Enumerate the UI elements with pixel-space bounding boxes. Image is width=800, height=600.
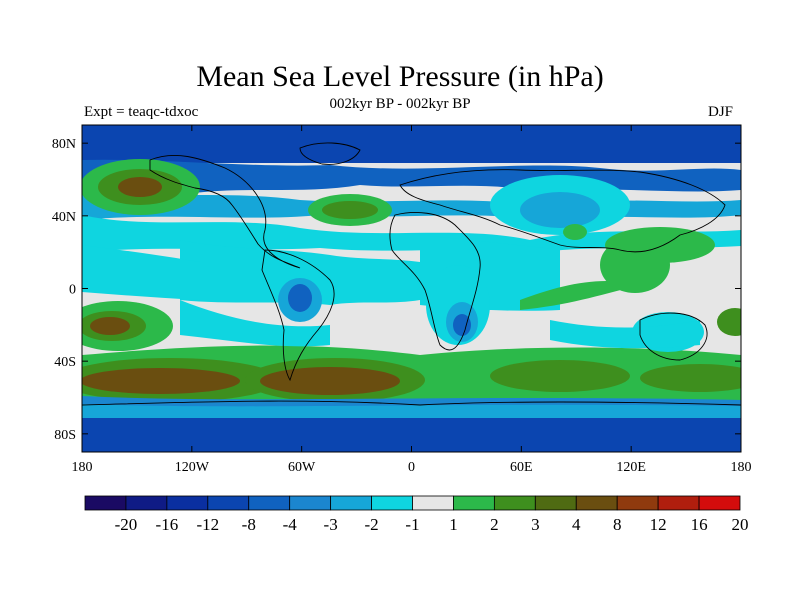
- colorbar-label: 2: [490, 515, 499, 534]
- colorbar-label: 1: [449, 515, 458, 534]
- y-tick-label: 40S: [54, 355, 76, 370]
- y-tick-label: 40N: [52, 210, 76, 225]
- continent-outlines: [82, 142, 741, 406]
- colorbar-label: -8: [242, 515, 256, 534]
- colorbar-label: 8: [613, 515, 622, 534]
- colorbar-swatch: [412, 495, 454, 511]
- x-tick-label: 60W: [288, 460, 316, 475]
- colorbar-swatch: [698, 495, 741, 511]
- colorbar-swatch: [493, 495, 536, 511]
- colorbar-label: -3: [324, 515, 338, 534]
- colorbar-swatch: [125, 495, 168, 511]
- colorbar-swatch: [207, 495, 250, 511]
- colorbar-swatch: [289, 495, 332, 511]
- colorbar-label: 20: [732, 515, 749, 534]
- x-tick-label: 180: [731, 460, 752, 475]
- colorbar-swatch: [166, 495, 209, 511]
- latitude-axis: 80N 40N 0 40S 80S: [52, 137, 741, 443]
- colorbar-label: 16: [691, 515, 708, 534]
- colorbar-label: -12: [196, 515, 219, 534]
- experiment-label: Expt = teaqc-tdxoc: [84, 104, 199, 120]
- map-subtitle: 002kyr BP - 002kyr BP: [329, 96, 471, 112]
- season-label: DJF: [708, 104, 734, 120]
- x-tick-label: 180: [72, 460, 93, 475]
- y-tick-label: 80S: [54, 428, 76, 443]
- y-tick-label: 0: [69, 283, 76, 298]
- colorbar-label: -20: [115, 515, 138, 534]
- colorbar-swatch: [84, 495, 127, 511]
- x-tick-label: 120E: [616, 460, 646, 475]
- colorbar-swatch: [248, 495, 291, 511]
- colorbar-label: -16: [156, 515, 179, 534]
- map-title: Mean Sea Level Pressure (in hPa): [196, 60, 604, 93]
- colorbar: -20 -16 -12 -8 -4 -3 -2 -1 1 2 3 4 8 12 16 20: [84, 495, 749, 534]
- colorbar-swatch: [453, 495, 495, 511]
- colorbar-label: -4: [283, 515, 298, 534]
- colorbar-label: 12: [650, 515, 667, 534]
- colorbar-label: -2: [364, 515, 378, 534]
- longitude-axis: 180 120W 60W 0 60E 120E 180: [72, 125, 752, 475]
- colorbar-label: -1: [405, 515, 419, 534]
- colorbar-swatch: [534, 495, 577, 511]
- colorbar-swatch: [330, 495, 372, 511]
- x-tick-label: 120W: [175, 460, 210, 475]
- colorbar-swatch: [371, 495, 413, 511]
- colorbar-swatch: [575, 495, 618, 511]
- x-tick-label: 60E: [510, 460, 533, 475]
- colorbar-swatch: [657, 495, 700, 511]
- pressure-field: [82, 125, 741, 452]
- y-tick-label: 80N: [52, 137, 76, 152]
- x-tick-label: 0: [408, 460, 415, 475]
- colorbar-label: 4: [572, 515, 581, 534]
- colorbar-swatch: [616, 495, 659, 511]
- colorbar-label: 3: [531, 515, 540, 534]
